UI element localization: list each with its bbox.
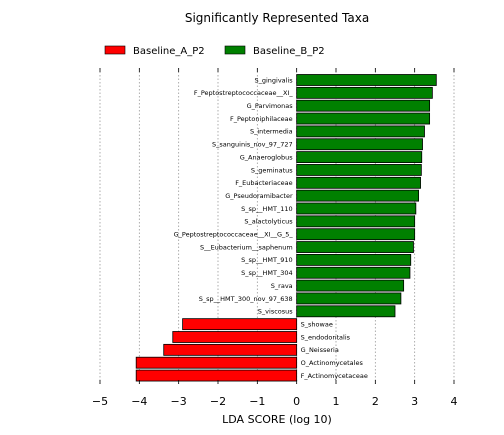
x-tick-label: −5 [92, 395, 108, 408]
bar-label: O_Actinomycetales [301, 359, 364, 367]
bar-label: G_Peptostreptococcaceae__XI__G_5_ [174, 231, 294, 239]
x-tick-label: −4 [131, 395, 147, 408]
bar [296, 138, 423, 151]
bar [296, 305, 396, 318]
bar-label: S_endodontalis [301, 333, 351, 341]
bar [296, 241, 414, 253]
bar [296, 176, 421, 189]
bars [135, 74, 437, 382]
x-tick-label: −1 [249, 395, 265, 408]
bar [296, 112, 431, 125]
x-tick-label: −3 [171, 395, 187, 408]
bar [296, 253, 412, 266]
bar [296, 292, 402, 305]
bar [296, 99, 431, 112]
bar-label: G_Pseudoramibacter [225, 192, 293, 200]
legend-label-baseline-a: Baseline_A_P2 [133, 46, 205, 57]
legend-swatch-baseline-a [104, 45, 126, 55]
bar [296, 266, 411, 279]
bar [296, 86, 433, 99]
x-tick-label: 0 [293, 395, 300, 408]
legend-label-baseline-b: Baseline_B_P2 [253, 46, 325, 57]
bar-label: F_Peptostreptococcaceae__XI_ [194, 89, 294, 97]
bar-label: S_rava [271, 282, 293, 290]
bar-label: S_sp__HMT_300_nov_97_638 [199, 295, 293, 303]
bar-labels: S_gingivalis F_Peptostreptococcaceae__XI_… [174, 76, 368, 380]
bar [135, 356, 298, 369]
x-axis-ticks: −5 −4 −3 −2 −1 0 1 2 3 4 [92, 68, 458, 408]
bar-label: G_Neisseria [301, 346, 339, 354]
x-tick-label: 4 [451, 395, 458, 408]
x-tick-label: 1 [333, 395, 340, 408]
x-axis-label: LDA SCORE (log 10) [222, 413, 332, 426]
bar [296, 125, 425, 138]
bar-label: S_gingivalis [254, 76, 293, 84]
bar-label: S_viscosus [258, 308, 293, 316]
x-tick-label: −2 [210, 395, 226, 408]
bar-label: S_sp__HMT_910 [241, 256, 293, 264]
bar [296, 202, 417, 215]
bar [135, 369, 298, 382]
x-tick-label: 2 [372, 395, 379, 408]
bar-label: S_sp__HMT_304 [241, 269, 293, 277]
bar [296, 215, 416, 228]
bar [296, 279, 405, 292]
bar [163, 343, 298, 356]
bar [296, 189, 419, 202]
bar-label: F_Actinomycetaceae [301, 372, 368, 380]
bar-label: S_intermedia [250, 128, 293, 136]
bar [296, 74, 437, 86]
bar-label: S_geminatus [251, 166, 293, 174]
bar [296, 151, 423, 164]
bar [296, 228, 416, 241]
bar-label: G_Parvimonas [247, 102, 294, 110]
bar-label: S_sp__HMT_110 [241, 205, 293, 213]
bar [182, 318, 298, 331]
bar [172, 331, 298, 343]
legend-swatch-baseline-b [224, 45, 246, 55]
bar-label: G_Anaeroglobus [240, 153, 293, 161]
bar-label: F_Peptoniphilaceae [230, 115, 293, 123]
legend: Baseline_A_P2 Baseline_B_P2 [104, 45, 325, 57]
bar-label: S_showae [301, 320, 333, 328]
bar-label: F_Eubacteriaceae [235, 179, 292, 187]
bar-label: S_alactolyticus [244, 218, 293, 226]
x-tick-label: 3 [411, 395, 418, 408]
chart-title: Significantly Represented Taxa [185, 11, 369, 25]
bar-label: S__Eubacterium__saphenum [200, 243, 293, 251]
bar [296, 164, 422, 176]
bar-label: S_sanguinis_nov_97_727 [212, 141, 293, 149]
